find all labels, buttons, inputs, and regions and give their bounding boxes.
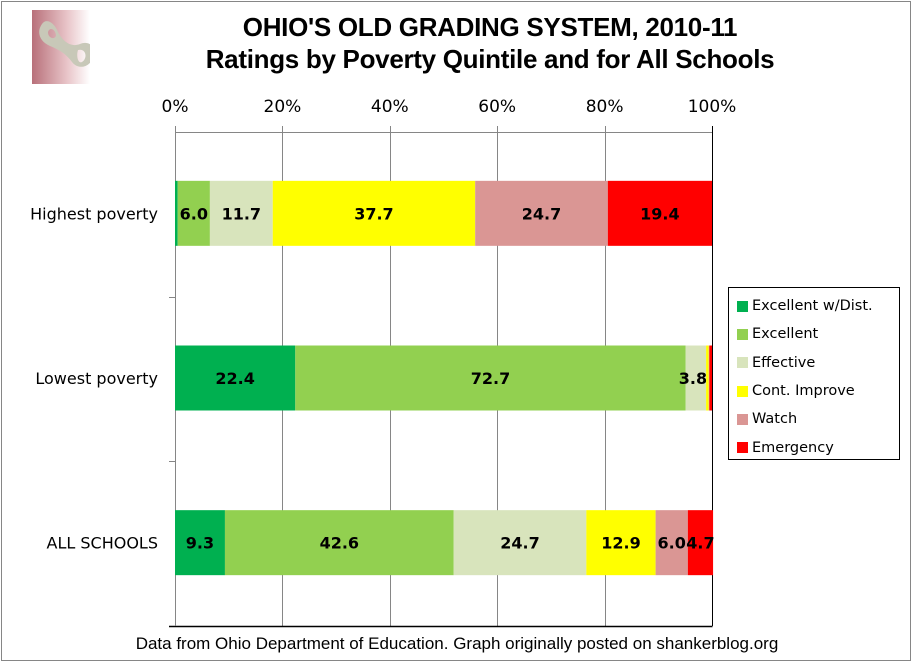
data-label: 11.7 (222, 204, 261, 223)
legend-item: Excellent (729, 320, 899, 348)
bar-segment (708, 345, 710, 411)
bar-segment (655, 510, 688, 576)
data-label: 3.8 (679, 369, 707, 388)
legend-swatch (737, 442, 748, 454)
data-label: 72.7 (471, 369, 510, 388)
legend-label: Effective (752, 354, 816, 371)
data-label: 6.0 (658, 534, 686, 553)
legend-swatch (737, 413, 748, 425)
data-label: 12.9 (601, 534, 640, 553)
shankerblog-logo (32, 10, 90, 84)
legend: Excellent w/Dist. Excellent Effective Cont.… (728, 287, 900, 460)
x-tick-label: 100% (688, 97, 737, 117)
bar-segment (175, 345, 296, 411)
bar-segment (272, 180, 476, 246)
data-label: 22.4 (215, 369, 254, 388)
x-tick-label: 0% (162, 97, 189, 117)
data-label: 4.7 (686, 534, 714, 553)
legend-label: Watch (752, 411, 798, 428)
legend-label: Emergency (752, 439, 834, 456)
x-tick-label: 80% (586, 97, 624, 117)
legend-item: Watch (729, 405, 899, 433)
legend-item: Effective (729, 349, 899, 377)
bar-segment (687, 510, 714, 576)
bar-segment (224, 510, 454, 576)
legend-label: Excellent w/Dist. (752, 298, 873, 315)
legend-label: Excellent (752, 326, 819, 343)
x-tick-label: 60% (478, 97, 516, 117)
chart-subtitle: Ratings by Poverty Quintile and for All … (205, 44, 775, 74)
data-label: 6.0 (180, 204, 208, 223)
bar-segment (586, 510, 656, 576)
x-tick-label: 20% (264, 97, 302, 117)
legend-item: Excellent w/Dist. (729, 292, 899, 320)
category-label: ALL SCHOOLS (47, 534, 158, 553)
legend-item: Cont. Improve (729, 377, 899, 405)
bar-segment (685, 345, 707, 411)
data-label: 24.7 (522, 204, 561, 223)
bar-segment (709, 345, 712, 411)
legend-swatch (737, 328, 748, 340)
data-label: 37.7 (354, 204, 393, 223)
bar-segment (295, 345, 686, 411)
category-label: Highest poverty (30, 204, 158, 223)
x-tick-label: 40% (371, 97, 409, 117)
bar-segment (607, 180, 712, 246)
bar-segment (475, 180, 608, 246)
legend-item: Emergency (729, 433, 899, 461)
legend-swatch (737, 300, 748, 312)
category-label: Lowest poverty (35, 369, 158, 388)
bar-segment (175, 510, 225, 576)
source-footnote: Data from Ohio Department of Education. … (135, 634, 779, 653)
legend-label: Cont. Improve (752, 383, 855, 400)
chart-title: OHIO'S OLD GRADING SYSTEM, 2010-11 (242, 12, 738, 42)
bar-segment (706, 345, 709, 411)
legend-swatch (737, 385, 748, 397)
bar-segment (209, 180, 273, 246)
data-label: 9.3 (186, 534, 214, 553)
data-label: 42.6 (320, 534, 359, 553)
data-label: 24.7 (500, 534, 539, 553)
bar-segment (175, 180, 178, 246)
data-label: 19.4 (640, 204, 679, 223)
bar-segment (177, 180, 210, 246)
bar-segment (453, 510, 587, 576)
legend-swatch (737, 357, 748, 369)
